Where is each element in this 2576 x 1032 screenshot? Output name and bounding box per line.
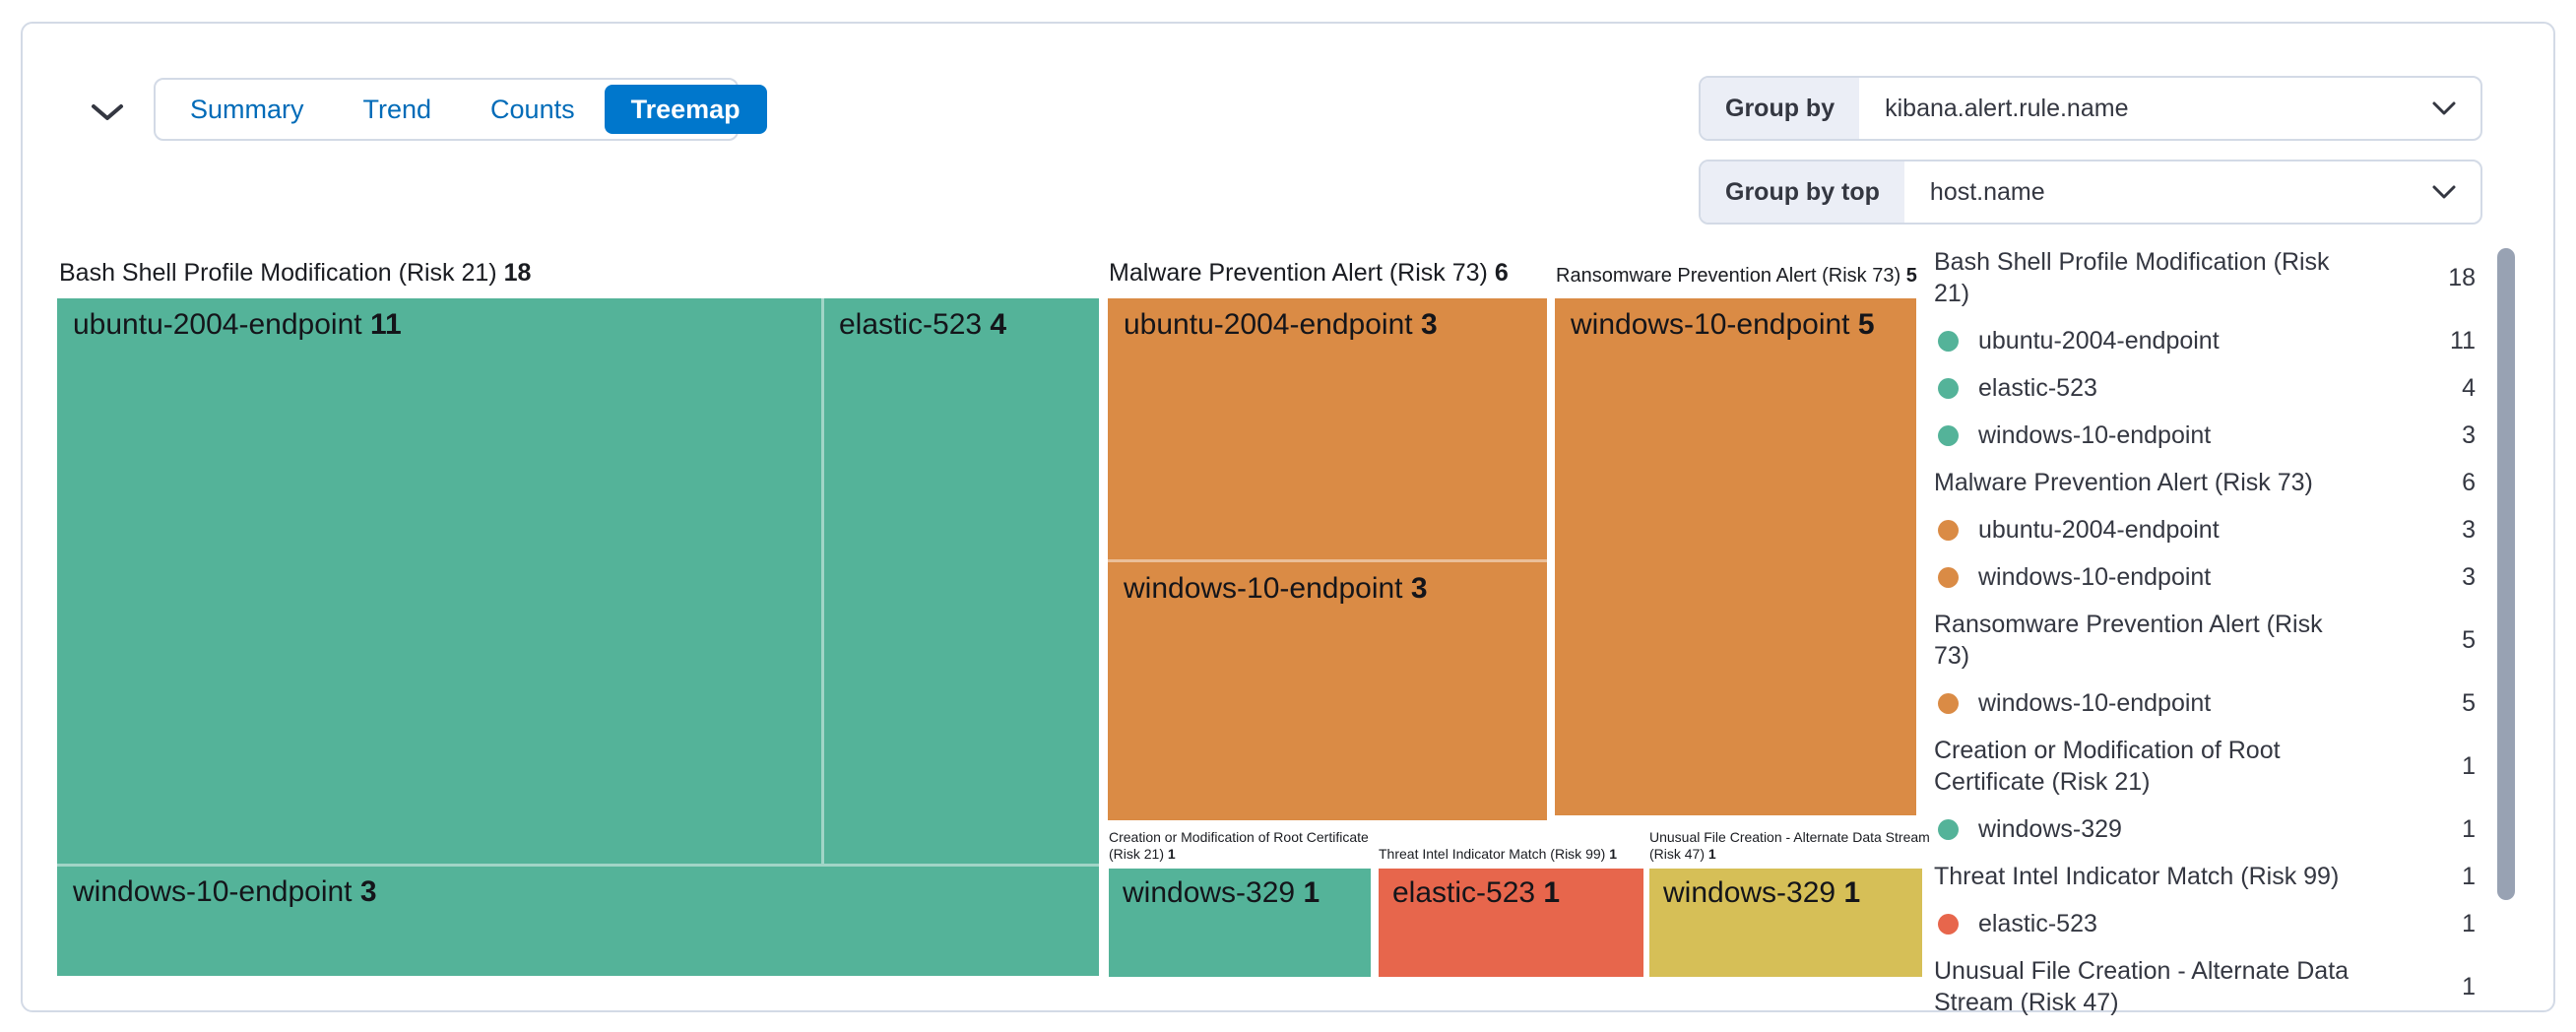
treemap-group-header: Unusual File Creation - Alternate Data S… — [1649, 829, 1930, 862]
treemap-cell-label: windows-10-endpoint 3 — [73, 875, 377, 908]
group-by-top-label: Group by top — [1701, 161, 1904, 223]
treemap-cell-label: ubuntu-2004-endpoint 3 — [1124, 308, 1438, 341]
treemap-group-unusual-file[interactable]: windows-329 1 — [1649, 869, 1922, 977]
treemap-legend: Bash Shell Profile Modification (Risk 21… — [1934, 246, 2476, 1032]
legend-scrollbar-thumb[interactable] — [2497, 248, 2515, 900]
chevron-down-icon — [91, 102, 124, 122]
legend-dot-icon — [1938, 692, 1959, 714]
legend-dot-icon — [1938, 818, 1959, 840]
treemap-group-bash-shell[interactable]: ubuntu-2004-endpoint 11 elastic-523 4 wi… — [57, 298, 1099, 976]
treemap-cell-label: ubuntu-2004-endpoint 11 — [73, 308, 402, 341]
legend-host-row: ubuntu-2004-endpoint 3 — [1934, 514, 2476, 546]
legend-rule-row: Ransomware Prevention Alert (Risk 73) 5 — [1934, 611, 2476, 670]
legend-host-row: windows-10-endpoint 5 — [1934, 687, 2476, 719]
alerts-panel: Summary Trend Counts Treemap Group by ki… — [21, 22, 2555, 1012]
group-by-top-value: host.name — [1929, 177, 2045, 206]
treemap-group-header: Malware Prevention Alert (Risk 73) 6 — [1109, 259, 1509, 287]
treemap-group-header: Threat Intel Indicator Match (Risk 99) 1 — [1379, 846, 1617, 862]
legend-host-row: windows-10-endpoint 3 — [1934, 561, 2476, 593]
legend-dot-icon — [1938, 330, 1959, 352]
legend-host-row: windows-10-endpoint 3 — [1934, 419, 2476, 451]
treemap-group-header: Bash Shell Profile Modification (Risk 21… — [59, 259, 532, 287]
treemap-cell-label: elastic-523 1 — [1392, 876, 1561, 909]
group-by-select[interactable]: Group by kibana.alert.rule.name — [1699, 76, 2482, 141]
legend-rule-row: Threat Intel Indicator Match (Risk 99) 1 — [1934, 863, 2476, 890]
tab-counts[interactable]: Counts — [461, 85, 605, 134]
treemap-cell-label: windows-10-endpoint 5 — [1571, 308, 1875, 341]
legend-rule-row: Unusual File Creation - Alternate Data S… — [1934, 957, 2476, 1016]
legend-dot-icon — [1938, 913, 1959, 935]
treemap-group-header: Ransomware Prevention Alert (Risk 73) 5 — [1556, 265, 1917, 287]
treemap-cell-label: windows-329 1 — [1123, 876, 1320, 909]
legend-rule-row: Malware Prevention Alert (Risk 73) 6 — [1934, 469, 2476, 496]
collapse-section-button[interactable] — [80, 87, 135, 138]
group-by-top-select[interactable]: Group by top host.name — [1699, 160, 2482, 225]
treemap-group-ransomware[interactable]: windows-10-endpoint 5 — [1555, 298, 1916, 815]
group-by-label: Group by — [1701, 78, 1860, 139]
treemap-group-threat-intel[interactable]: elastic-523 1 — [1379, 869, 1643, 977]
legend-dot-icon — [1938, 377, 1959, 399]
chevron-down-icon — [2431, 161, 2480, 223]
treemap-group-header: Creation or Modification of Root Certifi… — [1109, 829, 1369, 862]
treemap-cell-label: windows-10-endpoint 3 — [1124, 572, 1428, 605]
legend-rule-row: Bash Shell Profile Modification (Risk 21… — [1934, 248, 2476, 307]
legend-host-row: ubuntu-2004-endpoint 11 — [1934, 325, 2476, 356]
treemap-group-malware[interactable]: ubuntu-2004-endpoint 3 windows-10-endpoi… — [1108, 298, 1547, 820]
legend-host-row: elastic-523 4 — [1934, 372, 2476, 404]
tab-trend[interactable]: Trend — [334, 85, 462, 134]
legend-dot-icon — [1938, 519, 1959, 541]
group-by-value: kibana.alert.rule.name — [1885, 94, 2129, 122]
treemap-cell-label: elastic-523 4 — [839, 308, 1007, 341]
view-tab-group: Summary Trend Counts Treemap — [154, 78, 767, 141]
treemap-cell-label: windows-329 1 — [1663, 876, 1861, 909]
legend-dot-icon — [1938, 424, 1959, 446]
tab-treemap[interactable]: Treemap — [604, 85, 767, 134]
legend-rule-row: Creation or Modification of Root Certifi… — [1934, 737, 2476, 796]
chevron-down-icon — [2431, 78, 2480, 139]
treemap-group-root-certificate[interactable]: windows-329 1 — [1109, 869, 1371, 977]
tab-summary[interactable]: Summary — [161, 85, 334, 134]
legend-host-row: elastic-523 1 — [1934, 908, 2476, 939]
legend-host-row: windows-329 1 — [1934, 813, 2476, 845]
legend-dot-icon — [1938, 566, 1959, 588]
